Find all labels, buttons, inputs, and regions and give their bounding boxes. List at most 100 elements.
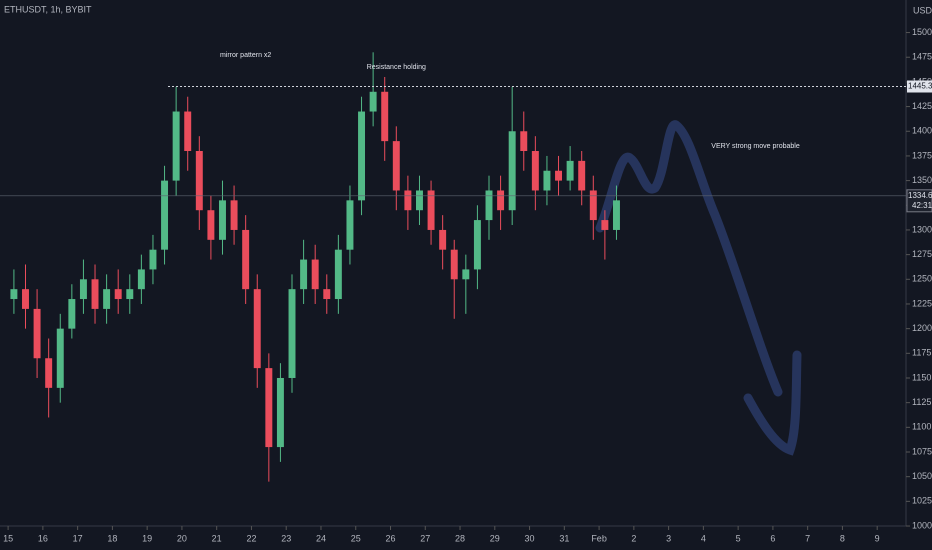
candle-body bbox=[543, 170, 551, 191]
last-price-label: 1334.60 bbox=[908, 191, 932, 200]
x-tick-label: 30 bbox=[525, 533, 535, 543]
candle-body bbox=[207, 210, 215, 240]
candle-body bbox=[531, 150, 539, 191]
y-tick-label: 1425.00 bbox=[912, 101, 932, 111]
x-tick-label: 15 bbox=[3, 533, 13, 543]
candle-body bbox=[381, 91, 389, 142]
x-tick-label: 4 bbox=[701, 533, 706, 543]
y-tick-label: 1150.00 bbox=[912, 372, 932, 382]
x-tick-label: 8 bbox=[840, 533, 845, 543]
projection-path bbox=[743, 350, 802, 456]
x-tick-label: Feb bbox=[591, 533, 607, 543]
candle-body bbox=[555, 170, 563, 181]
y-tick-label: 1025.00 bbox=[912, 496, 932, 506]
candle-body bbox=[578, 160, 586, 191]
y-tick-label: 1350.00 bbox=[912, 175, 932, 185]
candle-body bbox=[219, 200, 226, 240]
x-tick-label: 9 bbox=[875, 533, 880, 543]
x-tick-label: 26 bbox=[385, 533, 395, 543]
candle-body bbox=[288, 289, 296, 378]
candle-body bbox=[439, 229, 447, 250]
candle-body bbox=[79, 279, 87, 300]
candle-body bbox=[45, 358, 53, 388]
candle-body bbox=[149, 249, 157, 270]
candle-body bbox=[311, 259, 319, 290]
resistance-label-box bbox=[907, 80, 932, 93]
x-tick-label: 19 bbox=[142, 533, 152, 543]
y-tick-label: 1300.00 bbox=[912, 224, 932, 234]
y-tick-label: 1500.00 bbox=[912, 27, 932, 37]
x-tick-label: 5 bbox=[736, 533, 741, 543]
candle-body bbox=[91, 279, 99, 309]
candle-body bbox=[114, 289, 122, 300]
x-tick-label: 31 bbox=[559, 533, 569, 543]
candle-body bbox=[369, 91, 377, 112]
candle-body bbox=[126, 289, 134, 300]
x-tick-label: 29 bbox=[490, 533, 500, 543]
candle-body bbox=[230, 200, 238, 230]
candle-body bbox=[601, 220, 609, 230]
candle-body bbox=[404, 190, 412, 211]
x-tick-label: 24 bbox=[316, 533, 326, 543]
annotation: VERY strong move probable bbox=[711, 143, 800, 150]
candle-body bbox=[56, 328, 64, 388]
candle-body bbox=[485, 190, 493, 221]
x-tick-label: 22 bbox=[246, 533, 256, 543]
x-tick-label: 16 bbox=[38, 533, 48, 543]
y-tick-label: 1175.00 bbox=[912, 348, 932, 358]
candle-body bbox=[346, 200, 354, 250]
candle-body bbox=[473, 220, 481, 270]
candle-body bbox=[415, 190, 423, 211]
candle-body bbox=[589, 190, 597, 221]
y-tick-label: 1275.00 bbox=[912, 249, 932, 259]
candle-body bbox=[612, 200, 620, 230]
candle-body bbox=[334, 249, 342, 300]
x-tick-label: 3 bbox=[666, 533, 671, 543]
x-tick-label: 6 bbox=[770, 533, 775, 543]
countdown-label: 42:31 bbox=[912, 201, 932, 210]
candle-body bbox=[253, 289, 261, 369]
candle-body bbox=[161, 180, 169, 250]
y-tick-label: 1475.00 bbox=[912, 52, 932, 62]
y-tick-label: 1000.00 bbox=[912, 520, 932, 530]
candle-body bbox=[520, 131, 528, 151]
x-tick-label: 28 bbox=[455, 533, 465, 543]
x-tick-label: 21 bbox=[212, 533, 222, 543]
candle-body bbox=[358, 111, 366, 201]
candle-body bbox=[497, 190, 505, 211]
candle-body bbox=[195, 150, 203, 211]
x-tick-label: 2 bbox=[631, 533, 636, 543]
candle-body bbox=[462, 269, 470, 280]
candle-body bbox=[566, 160, 574, 181]
y-tick-label: 1200.00 bbox=[912, 323, 932, 333]
candle-body bbox=[392, 141, 400, 191]
candle-body bbox=[10, 289, 18, 300]
candle-body bbox=[137, 269, 145, 290]
y-unit: USDT bbox=[913, 5, 932, 15]
y-tick-label: 1075.00 bbox=[912, 446, 932, 456]
chart-title: ETHUSDT, 1h, BYBIT bbox=[4, 4, 92, 14]
resistance-label: 1445.35 bbox=[908, 82, 932, 91]
x-tick-label: 25 bbox=[351, 533, 361, 543]
annotation: mirror pattern x2 bbox=[220, 52, 271, 59]
x-tick-label: 17 bbox=[73, 533, 83, 543]
x-tick-label: 18 bbox=[107, 533, 117, 543]
candle-body bbox=[276, 377, 284, 448]
candle-body bbox=[450, 249, 458, 280]
candle-body bbox=[68, 299, 76, 329]
y-tick-label: 1100.00 bbox=[912, 422, 932, 432]
x-tick-label: 27 bbox=[420, 533, 430, 543]
y-tick-label: 1225.00 bbox=[912, 298, 932, 308]
annotation: Resistance holding bbox=[367, 64, 426, 71]
y-tick-label: 1375.00 bbox=[912, 150, 932, 160]
candle-body bbox=[22, 289, 29, 309]
last-price-box bbox=[906, 189, 932, 213]
candle-body bbox=[508, 131, 516, 211]
candle-body bbox=[323, 289, 331, 300]
y-tick-label: 1050.00 bbox=[912, 471, 932, 481]
y-tick-label: 1400.00 bbox=[912, 126, 932, 136]
y-tick-label: 1125.00 bbox=[912, 397, 932, 407]
x-tick-label: 23 bbox=[281, 533, 291, 543]
